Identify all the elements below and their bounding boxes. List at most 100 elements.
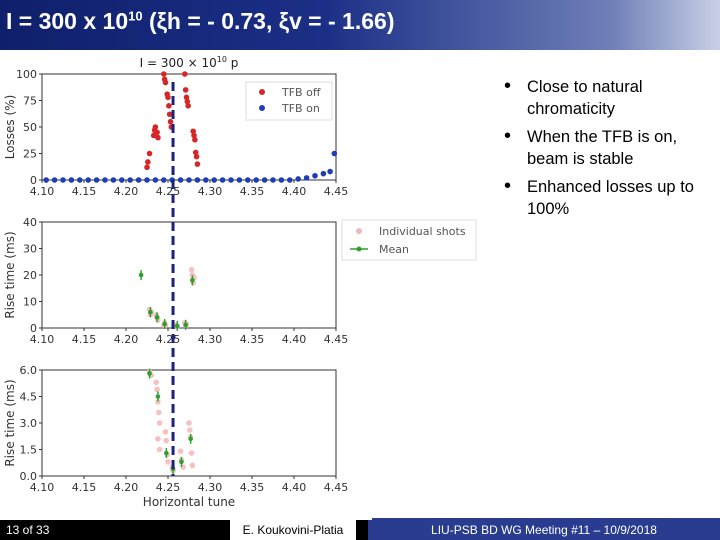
x-tick-label: 4.30 — [198, 185, 223, 198]
legend-box — [245, 81, 333, 121]
footer-accent — [372, 518, 720, 520]
x-tick-label: 4.20 — [114, 481, 139, 494]
y-tick-label: 20 — [23, 269, 37, 282]
data-point — [185, 103, 191, 109]
y-axis-label: Losses (%) — [3, 95, 17, 160]
data-point — [163, 437, 170, 444]
data-point — [184, 98, 191, 105]
data-point — [188, 450, 195, 456]
mean-point — [138, 272, 144, 278]
y-tick-label: 25 — [23, 148, 37, 161]
data-point — [102, 177, 108, 183]
legend-tfb: TFB off TFB on — [245, 81, 333, 121]
data-point — [162, 429, 169, 435]
data-point — [192, 149, 199, 156]
data-point — [295, 176, 302, 182]
data-point — [261, 177, 268, 183]
data-point — [177, 448, 184, 455]
data-point — [165, 459, 171, 465]
legend-label: Mean — [379, 243, 409, 256]
data-point — [219, 177, 226, 183]
data-point — [183, 94, 190, 101]
plot-frame — [41, 221, 337, 329]
data-point — [189, 462, 196, 469]
data-point — [194, 161, 201, 167]
footer-author: E. Koukovini-Platia — [230, 520, 356, 540]
x-tick-label: 4.40 — [282, 333, 307, 346]
data-point — [192, 136, 198, 143]
data-point — [287, 177, 293, 183]
data-point — [278, 177, 285, 183]
legend-box — [341, 219, 477, 261]
data-point — [162, 79, 169, 86]
x-tick-label: 4.20 — [114, 333, 139, 346]
chart-title: I = 300 × 1010 p — [140, 55, 239, 70]
y-tick-label: 75 — [23, 95, 37, 108]
y-tick-label: 6.0 — [20, 364, 38, 377]
y-tick-label: 1.5 — [20, 444, 38, 457]
x-tick-label: 4.30 — [198, 333, 223, 346]
data-point — [51, 177, 58, 183]
data-point — [187, 427, 193, 433]
x-tick-label: 4.20 — [114, 185, 139, 198]
title-exponent: 10 — [128, 8, 143, 24]
data-point — [60, 177, 66, 183]
x-tick-label: 4.35 — [240, 481, 265, 494]
data-point — [167, 118, 174, 125]
data-point — [253, 177, 259, 183]
data-point — [270, 177, 276, 183]
legend-marker — [356, 228, 362, 234]
x-tick-label: 4.10 — [30, 481, 55, 494]
mean-point — [148, 309, 153, 315]
y-tick-label: 3.0 — [20, 417, 38, 430]
x-tick-label: 4.25 — [156, 185, 181, 198]
bullet-item: When the TFB is on, beam is stable — [504, 125, 714, 170]
x-tick-label: 4.15 — [72, 481, 97, 494]
data-point — [144, 177, 150, 183]
y-tick-label: 0 — [30, 174, 37, 187]
data-point — [127, 177, 133, 183]
data-point — [186, 177, 192, 183]
y-tick-label: 40 — [23, 216, 37, 229]
legend-marker — [259, 89, 265, 95]
data-point — [166, 111, 173, 118]
data-point — [327, 168, 333, 175]
y-tick-label: 0 — [30, 322, 37, 335]
data-point — [312, 172, 318, 179]
x-tick-label: 4.45 — [324, 333, 349, 346]
data-point — [154, 386, 160, 393]
y-tick-label: 10 — [23, 296, 37, 309]
footer-meeting: LIU-PSB BD WG Meeting #11 – 10/9/2018 — [368, 520, 720, 540]
chart-panel-3: 0.0 1.5 3.0 4.5 6.0 4.10 4.15 4.20 4.25 4.30 4.35 4… — [3, 364, 348, 509]
bullet-item: Enhanced losses up to 100% — [504, 175, 714, 220]
legend-marker — [356, 246, 362, 252]
x-tick-label: 4.10 — [30, 333, 55, 346]
data-point — [144, 164, 150, 171]
x-tick-label: 4.45 — [324, 185, 349, 198]
mean-point — [155, 394, 161, 399]
x-tick-label: 4.15 — [72, 333, 97, 346]
footer: 13 of 33 E. Koukovini-Platia LIU-PSB BD … — [0, 520, 720, 540]
data-point — [331, 150, 338, 157]
data-point — [193, 153, 200, 160]
x-tick-label: 4.30 — [198, 481, 223, 494]
y-tick-label: 4.5 — [20, 391, 38, 404]
data-point — [194, 177, 201, 183]
x-tick-label: 4.15 — [72, 185, 97, 198]
data-point — [85, 177, 91, 183]
data-point — [68, 177, 75, 183]
data-point — [93, 177, 100, 183]
data-point — [161, 71, 167, 77]
title-bar: I = 300 x 1010 (ξh = - 0.73, ξv = - 1.66… — [0, 0, 720, 50]
data-point — [155, 436, 161, 442]
data-point — [182, 71, 188, 77]
y-tick-label: 100 — [16, 68, 37, 81]
data-point — [186, 420, 192, 426]
data-point — [191, 132, 197, 139]
data-point — [166, 103, 172, 109]
data-point — [77, 177, 83, 183]
data-point — [188, 266, 195, 273]
title-main: I = 300 x 10 — [6, 8, 129, 34]
data-point — [190, 128, 196, 135]
